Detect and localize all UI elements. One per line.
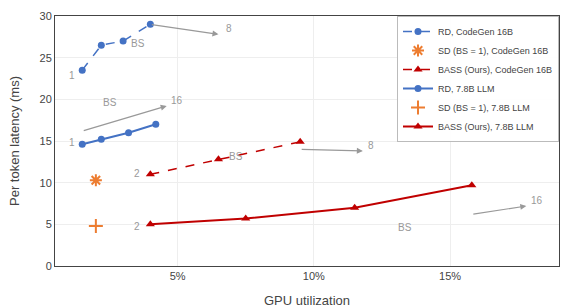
svg-text:16: 16: [171, 95, 183, 106]
svg-text:1: 1: [69, 70, 75, 81]
svg-text:5%: 5%: [170, 270, 186, 282]
svg-text:0: 0: [46, 260, 52, 272]
svg-text:20: 20: [40, 93, 52, 105]
svg-text:8: 8: [368, 140, 374, 151]
svg-text:SD (BS = 1), 7.8B LLM: SD (BS = 1), 7.8B LLM: [438, 103, 530, 113]
svg-text:RD, 7.8B LLM: RD, 7.8B LLM: [438, 84, 495, 94]
svg-text:1: 1: [69, 137, 75, 148]
svg-text:16: 16: [531, 195, 543, 206]
svg-text:10%: 10%: [303, 270, 325, 282]
svg-text:2: 2: [134, 221, 140, 232]
svg-text:BS: BS: [103, 97, 117, 108]
svg-text:BASS (Ours), CodeGen 16B: BASS (Ours), CodeGen 16B: [438, 65, 552, 75]
svg-text:2: 2: [134, 168, 140, 179]
svg-text:15%: 15%: [439, 270, 461, 282]
svg-text:25: 25: [40, 52, 52, 64]
svg-text:8: 8: [226, 23, 232, 34]
svg-text:BASS (Ours), 7.8B LLM: BASS (Ours), 7.8B LLM: [438, 122, 534, 132]
svg-text:RD, CodeGen 16B: RD, CodeGen 16B: [438, 27, 513, 37]
svg-text:30: 30: [40, 10, 52, 22]
svg-text:GPU utilization: GPU utilization: [264, 293, 350, 308]
svg-text:BS: BS: [131, 38, 145, 49]
svg-text:10: 10: [40, 177, 52, 189]
svg-text:SD (BS = 1), CodeGen 16B: SD (BS = 1), CodeGen 16B: [438, 46, 548, 56]
svg-text:BS: BS: [229, 151, 243, 162]
svg-text:Per token latency (ms): Per token latency (ms): [7, 76, 22, 206]
svg-text:BS: BS: [398, 222, 412, 233]
svg-text:15: 15: [40, 135, 52, 147]
svg-text:5: 5: [46, 218, 52, 230]
